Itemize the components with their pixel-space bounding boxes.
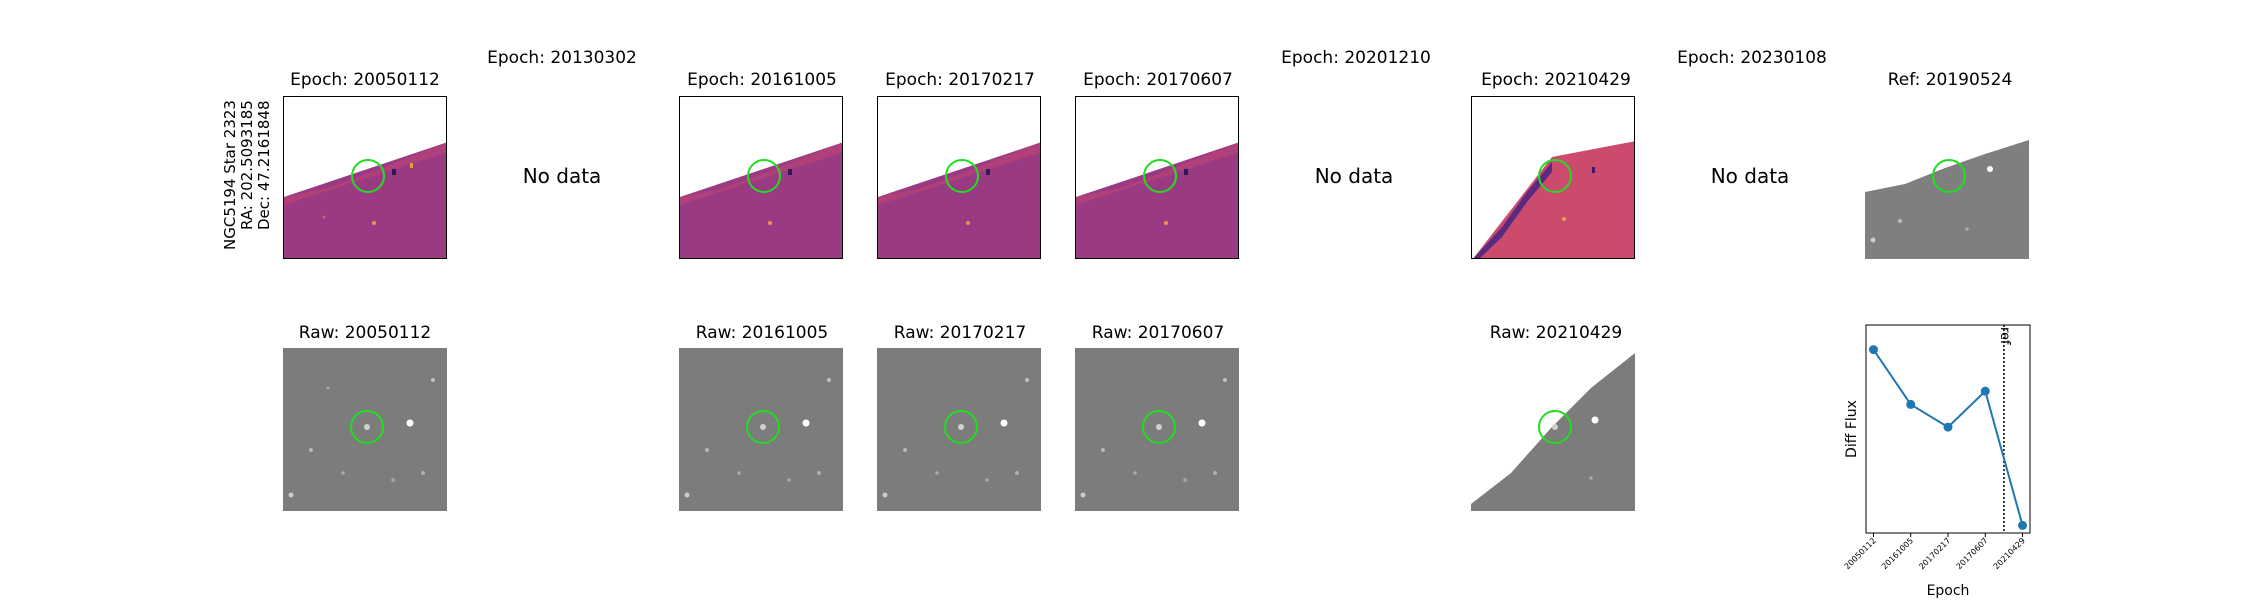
target-circle	[1538, 410, 1572, 444]
x-tick-label-20170607: 20170607	[1955, 536, 1990, 571]
data-point-20050112	[1868, 345, 1878, 355]
star-ra: RA: 202.5093185	[238, 100, 256, 230]
raw-image-20050112	[283, 348, 447, 511]
raw-image-20170217	[877, 348, 1041, 511]
x-tick-label-20170217: 20170217	[1917, 536, 1952, 571]
y-axis-label: Diff Flux	[1844, 400, 1860, 458]
data-point-20210429	[2018, 520, 2028, 530]
ref-image-20190524	[1865, 96, 2029, 259]
epoch-title-5: Epoch: 20170607	[1083, 70, 1233, 90]
raw-image-20161005	[679, 348, 843, 511]
diff-image-20170217	[877, 96, 1041, 259]
no-data-label-2: No data	[1314, 164, 1394, 188]
target-circle	[350, 410, 384, 444]
star-info-label: NGC5194 Star 2323 RA: 202.5093185 Dec: 4…	[221, 100, 281, 260]
star-name: NGC5194 Star 2323	[221, 100, 239, 250]
x-axis-label: Epoch	[1927, 583, 1970, 599]
target-circle	[1538, 159, 1572, 193]
epoch-title-7: Epoch: 20210429	[1481, 70, 1631, 90]
x-tick-label-20050112: 20050112	[1843, 536, 1878, 571]
target-circle	[1142, 410, 1176, 444]
epoch-title-8: Epoch: 20230108	[1677, 48, 1827, 68]
star-dec: Dec: 47.2161848	[255, 100, 273, 230]
target-circle	[1143, 159, 1177, 193]
diff-image-20050112	[283, 96, 447, 259]
epoch-title-1: Epoch: 20050112	[290, 70, 440, 90]
ref-line-label: ref	[1997, 327, 2012, 345]
diff-image-20161005	[679, 96, 843, 259]
epoch-title-3: Epoch: 20161005	[687, 70, 837, 90]
data-point-20170217	[1943, 422, 1953, 432]
raw-image-20170607	[1075, 348, 1239, 511]
raw-image-20210429	[1471, 348, 1635, 511]
data-point-20161005	[1906, 399, 1916, 409]
raw-title-5: Raw: 20210429	[1489, 323, 1623, 343]
target-circle	[1932, 159, 1966, 193]
diff-image-20210429	[1471, 96, 1635, 259]
target-circle	[351, 159, 385, 193]
light-curve-chart: ref 20050112 20161005 20170217 20170607 20210…	[1830, 320, 2050, 600]
target-circle	[944, 410, 978, 444]
epoch-title-4: Epoch: 20170217	[885, 70, 1035, 90]
raw-title-3: Raw: 20170217	[893, 323, 1027, 343]
ref-title: Ref: 20190524	[1887, 70, 2013, 90]
raw-title-2: Raw: 20161005	[695, 323, 829, 343]
epoch-title-2: Epoch: 20130302	[487, 48, 637, 68]
data-point-20170607	[1980, 386, 1990, 396]
target-circle	[945, 159, 979, 193]
no-data-label-3: No data	[1710, 164, 1790, 188]
target-circle	[747, 159, 781, 193]
epoch-title-6: Epoch: 20201210	[1281, 48, 1431, 68]
no-data-label-1: No data	[522, 164, 602, 188]
raw-title-1: Raw: 20050112	[298, 323, 432, 343]
series-line	[1872, 349, 2024, 526]
raw-title-4: Raw: 20170607	[1091, 323, 1225, 343]
x-tick-label-20161005: 20161005	[1880, 536, 1915, 571]
diff-image-20170607	[1075, 96, 1239, 259]
target-circle	[746, 410, 780, 444]
x-tick-label-20210429: 20210429	[1992, 536, 2027, 571]
